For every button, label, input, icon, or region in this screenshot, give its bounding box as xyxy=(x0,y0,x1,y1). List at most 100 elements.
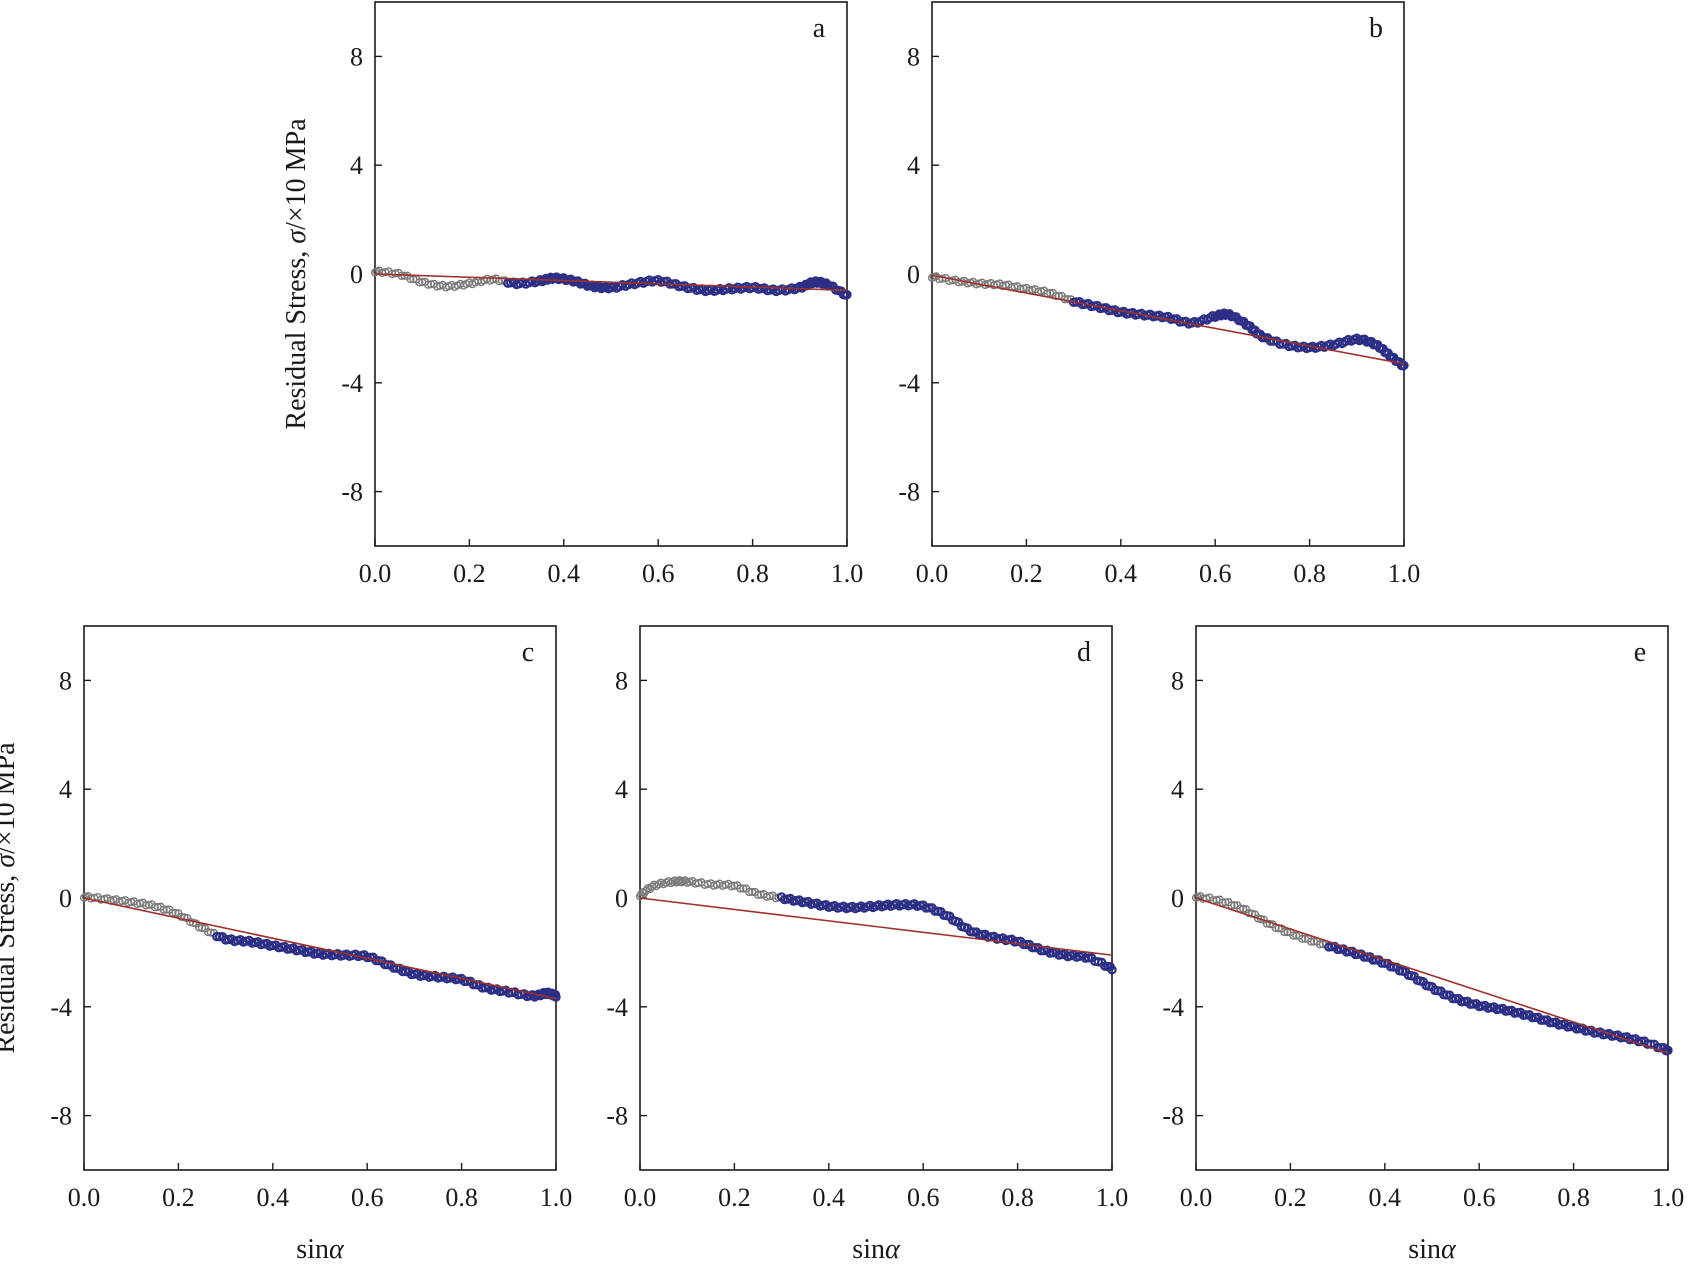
x-tick-label: 0.8 xyxy=(736,559,769,588)
x-tick-label: 0.8 xyxy=(445,1183,478,1212)
data-point-light xyxy=(150,903,159,912)
x-tick-label: 1.0 xyxy=(1388,559,1421,588)
y-tick-label: 0 xyxy=(350,260,363,289)
x-tick-label: 0.4 xyxy=(1369,1183,1402,1212)
x-tick-label: 1.0 xyxy=(831,559,864,588)
panel-d: 8 4 0 -4 -8 0.0 0.2 0.4 0.6 0.8 1.0 d sinα xyxy=(606,625,1129,1265)
data-point-light xyxy=(197,923,207,933)
y-tick-label: -8 xyxy=(341,478,363,507)
x-tick-label: 1.0 xyxy=(1652,1183,1685,1212)
fit-line xyxy=(1195,897,1669,1054)
y-tick-label: 8 xyxy=(59,666,72,695)
x-axis-label: sinα xyxy=(1408,1234,1457,1265)
x-tick-label: 0.6 xyxy=(1463,1183,1496,1212)
x-tick-label: 0.6 xyxy=(1199,559,1232,588)
data-point-light xyxy=(1289,931,1298,940)
panel-letter: e xyxy=(1634,637,1646,668)
data-point-dark xyxy=(842,289,852,300)
fit-line xyxy=(639,897,1113,956)
panel-c: 8 4 0 -4 -8 0.0 0.2 0.4 0.6 0.8 1.0 c Residual Stres… xyxy=(0,625,573,1265)
x-axis-label-text: sin xyxy=(1408,1234,1441,1265)
data-point-light xyxy=(171,908,180,918)
panel-b: 8 4 0 -4 -8 0.0 0.2 0.4 0.6 0.8 1.0 b xyxy=(898,1,1421,588)
data-point-light xyxy=(739,884,748,893)
panel-letter: c xyxy=(522,637,534,668)
plot-frame xyxy=(931,1,1405,547)
y-axis-label-symbol: σ xyxy=(281,229,312,244)
data-point-dark xyxy=(551,992,561,1002)
x-tick-label: 0.8 xyxy=(1557,1183,1590,1212)
y-tick-label: 4 xyxy=(907,151,920,180)
data-point-light xyxy=(1262,919,1271,928)
data-point-light xyxy=(1227,901,1236,910)
y-axis-label-unit: /×10 MPa xyxy=(281,118,312,230)
y-tick-label: 0 xyxy=(615,884,628,913)
x-axis-label-symbol: α xyxy=(885,1234,901,1265)
data-point-light xyxy=(424,280,433,289)
x-tick-label: 0.2 xyxy=(718,1183,751,1212)
panel-letter: b xyxy=(1369,13,1383,44)
y-tick-label: -8 xyxy=(50,1102,72,1131)
data-point-light xyxy=(1298,934,1307,943)
y-tick-label: 0 xyxy=(907,260,920,289)
data-point-dark xyxy=(1663,1045,1673,1056)
x-tick-label: 0.6 xyxy=(642,559,675,588)
x-tick-label: 0.0 xyxy=(624,1183,657,1212)
x-axis-label: sinα xyxy=(296,1234,345,1265)
y-tick-label: -4 xyxy=(606,993,628,1022)
panel-a: 8 4 0 -4 -8 0.0 0.2 0.4 0.6 0.8 1.0 a Residual Stres… xyxy=(281,1,864,588)
y-axis-label-symbol: σ xyxy=(0,853,21,868)
y-tick-label: 0 xyxy=(59,884,72,913)
y-tick-label: 8 xyxy=(1171,666,1184,695)
panel-e: 8 4 0 -4 -8 0.0 0.2 0.4 0.6 0.8 1.0 e sinα xyxy=(1162,625,1685,1265)
y-axis-label-text: Residual Stress, xyxy=(281,244,312,430)
y-tick-label: -4 xyxy=(898,369,920,398)
data-point-light xyxy=(159,905,168,914)
x-tick-label: 0.4 xyxy=(813,1183,846,1212)
x-axis-label: sinα xyxy=(852,1234,901,1265)
y-tick-label: 8 xyxy=(907,42,920,71)
x-tick-label: 1.0 xyxy=(540,1183,573,1212)
data-point-light xyxy=(745,887,754,897)
x-tick-label: 0.2 xyxy=(1274,1183,1307,1212)
y-axis-label-unit: /×10 MPa xyxy=(0,742,21,854)
x-tick-label: 0.8 xyxy=(1293,559,1326,588)
plot-frame xyxy=(639,625,1113,1171)
y-axis-label: Residual Stress, σ/×10 MPa xyxy=(281,118,312,430)
y-tick-label: 0 xyxy=(1171,884,1184,913)
x-axis-label-symbol: α xyxy=(329,1234,345,1265)
data-point-light xyxy=(194,923,204,932)
fit-line xyxy=(83,897,557,1000)
y-tick-label: -4 xyxy=(1162,993,1184,1022)
y-tick-label: 8 xyxy=(615,666,628,695)
data-point-light xyxy=(177,912,186,921)
y-tick-label: -8 xyxy=(606,1102,628,1131)
x-tick-label: 0.0 xyxy=(1180,1183,1213,1212)
fit-line xyxy=(374,273,848,292)
x-axis-label-symbol: α xyxy=(1441,1234,1457,1265)
x-tick-label: 1.0 xyxy=(1096,1183,1129,1212)
data-point-light xyxy=(1306,937,1316,946)
plot-frame xyxy=(1195,625,1669,1171)
x-tick-label: 0.2 xyxy=(1010,559,1043,588)
y-axis-label: Residual Stress, σ/×10 MPa xyxy=(0,742,21,1054)
x-tick-label: 0.8 xyxy=(1001,1183,1034,1212)
data-point-light xyxy=(415,278,424,287)
panel-letter: a xyxy=(813,13,826,44)
y-tick-label: 4 xyxy=(1171,775,1184,804)
data-point-light xyxy=(753,890,763,900)
panel-letter: d xyxy=(1077,637,1091,668)
y-axis-label-text: Residual Stress, xyxy=(0,868,21,1054)
y-tick-label: 4 xyxy=(615,775,628,804)
fit-line xyxy=(931,274,1405,365)
x-tick-label: 0.2 xyxy=(453,559,486,588)
data-point-light xyxy=(1280,927,1289,937)
x-tick-label: 0.0 xyxy=(916,559,949,588)
x-tick-label: 0.4 xyxy=(1105,559,1138,588)
data-point-light xyxy=(1239,904,1248,913)
x-tick-label: 0.4 xyxy=(548,559,581,588)
x-tick-label: 0.6 xyxy=(907,1183,940,1212)
x-tick-label: 0.4 xyxy=(257,1183,290,1212)
y-tick-label: -4 xyxy=(341,369,363,398)
